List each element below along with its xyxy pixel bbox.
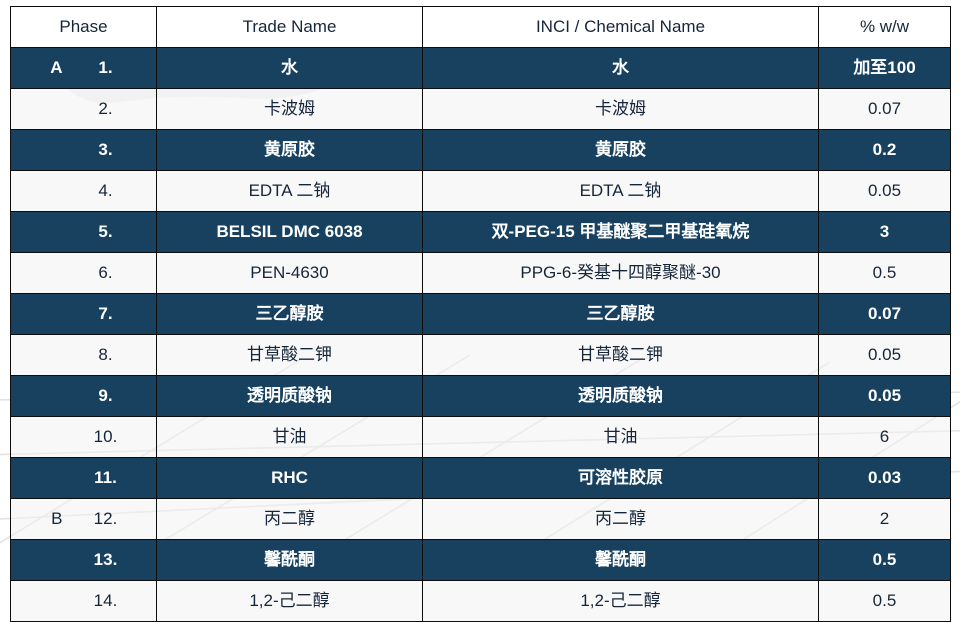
cell-percent[interactable]: 0.5 <box>818 539 951 581</box>
cell-inci-name[interactable]: 水 <box>422 47 819 89</box>
cell-percent[interactable]: 0.05 <box>818 375 951 417</box>
row-number: 14. <box>93 591 118 611</box>
formulation-table: Phase Trade Name INCI / Chemical Name % … <box>10 6 951 622</box>
cell-percent[interactable]: 0.2 <box>818 129 951 171</box>
cell-inci-name[interactable]: PPG-6-癸基十四醇聚醚-30 <box>422 252 819 294</box>
cell-trade-name[interactable]: 丙二醇 <box>156 498 423 540</box>
cell-inci-name[interactable]: EDTA 二钠 <box>422 170 819 212</box>
table-row[interactable]: 2. 卡波姆 卡波姆 0.07 <box>10 88 951 130</box>
cell-percent[interactable]: 0.5 <box>818 252 951 294</box>
row-number: 7. <box>98 304 113 324</box>
row-number: 9. <box>98 386 113 406</box>
cell-percent[interactable]: 0.07 <box>818 88 951 130</box>
cell-phase[interactable]: 3. <box>10 129 157 171</box>
table-row[interactable]: A 1. 水水加至100 <box>10 47 951 89</box>
table-row[interactable]: 11. RHC 可溶性胶原 0.03 <box>10 457 951 499</box>
cell-trade-name[interactable]: 馨酰酮 <box>156 539 423 581</box>
cell-phase[interactable]: A 1. <box>10 47 157 89</box>
cell-trade-name[interactable]: 1,2-己二醇 <box>156 580 423 622</box>
row-number: 8. <box>98 345 113 365</box>
cell-inci-name[interactable]: 黄原胶 <box>422 129 819 171</box>
row-number: 13. <box>93 550 118 570</box>
table-row[interactable]: 8. 甘草酸二钾 甘草酸二钾 0.05 <box>10 334 951 376</box>
cell-phase[interactable]: 7. <box>10 293 157 335</box>
cell-percent[interactable]: 0.03 <box>818 457 951 499</box>
header-row: Phase Trade Name INCI / Chemical Name % … <box>10 6 951 48</box>
cell-inci-name[interactable]: 透明质酸钠 <box>422 375 819 417</box>
cell-percent[interactable]: 3 <box>818 211 951 253</box>
table-row[interactable]: 14. 1,2-己二醇 1,2-己二醇 0.5 <box>10 580 951 622</box>
cell-phase[interactable]: 5. <box>10 211 157 253</box>
cell-percent[interactable]: 0.5 <box>818 580 951 622</box>
cell-percent[interactable]: 加至100 <box>818 47 951 89</box>
cell-phase[interactable]: 14. <box>10 580 157 622</box>
cell-inci-name[interactable]: 甘油 <box>422 416 819 458</box>
table-row[interactable]: 6. PEN-4630 PPG-6-癸基十四醇聚醚-30 0.5 <box>10 252 951 294</box>
column-header-phase: Phase <box>10 6 157 48</box>
cell-inci-name[interactable]: 1,2-己二醇 <box>422 580 819 622</box>
table-body: A 1. 水水加至100 2. 卡波姆 卡波姆 0.07 3. 黄原胶 黄原胶 0.2 4. EDTA … <box>10 47 951 622</box>
cell-inci-name[interactable]: 双-PEG-15 甲基醚聚二甲基硅氧烷 <box>422 211 819 253</box>
cell-trade-name[interactable]: PEN-4630 <box>156 252 423 294</box>
row-number: 11. <box>94 468 117 488</box>
row-number: 12. <box>93 509 118 529</box>
table-row[interactable]: B 12. 丙二醇 丙二醇 2 <box>10 498 951 540</box>
row-number: 6. <box>98 263 113 283</box>
phase-letter: B <box>51 509 63 529</box>
cell-percent[interactable]: 6 <box>818 416 951 458</box>
row-number: 3. <box>98 140 113 160</box>
table-row[interactable]: 3. 黄原胶 黄原胶 0.2 <box>10 129 951 171</box>
cell-phase[interactable]: 11. <box>10 457 157 499</box>
cell-inci-name[interactable]: 甘草酸二钾 <box>422 334 819 376</box>
formulation-sheet: Phase Trade Name INCI / Chemical Name % … <box>10 6 951 622</box>
column-header-inci: INCI / Chemical Name <box>422 6 819 48</box>
cell-trade-name[interactable]: BELSIL DMC 6038 <box>156 211 423 253</box>
column-header-percent: % w/w <box>818 6 951 48</box>
row-number: 1. <box>98 58 113 78</box>
cell-phase[interactable]: 10. <box>10 416 157 458</box>
cell-inci-name[interactable]: 可溶性胶原 <box>422 457 819 499</box>
row-number: 4. <box>98 181 113 201</box>
table-row[interactable]: 9. 透明质酸钠 透明质酸钠 0.05 <box>10 375 951 417</box>
cell-trade-name[interactable]: EDTA 二钠 <box>156 170 423 212</box>
cell-inci-name[interactable]: 丙二醇 <box>422 498 819 540</box>
table-row[interactable]: 5. BELSIL DMC 6038 双-PEG-15 甲基醚聚二甲基硅氧烷 3 <box>10 211 951 253</box>
row-number: 10. <box>93 427 118 447</box>
cell-trade-name[interactable]: 卡波姆 <box>156 88 423 130</box>
cell-phase[interactable]: 4. <box>10 170 157 212</box>
cell-inci-name[interactable]: 三乙醇胺 <box>422 293 819 335</box>
cell-percent[interactable]: 0.05 <box>818 334 951 376</box>
cell-trade-name[interactable]: 甘草酸二钾 <box>156 334 423 376</box>
cell-trade-name[interactable]: 三乙醇胺 <box>156 293 423 335</box>
cell-trade-name[interactable]: 透明质酸钠 <box>156 375 423 417</box>
cell-phase[interactable]: 8. <box>10 334 157 376</box>
row-number: 2. <box>98 99 113 119</box>
cell-percent[interactable]: 0.05 <box>818 170 951 212</box>
cell-trade-name[interactable]: RHC <box>156 457 423 499</box>
cell-inci-name[interactable]: 卡波姆 <box>422 88 819 130</box>
phase-letter: A <box>50 58 63 78</box>
cell-phase[interactable]: 9. <box>10 375 157 417</box>
cell-percent[interactable]: 0.07 <box>818 293 951 335</box>
column-header-trade-name: Trade Name <box>156 6 423 48</box>
cell-percent[interactable]: 2 <box>818 498 951 540</box>
table-header: Phase Trade Name INCI / Chemical Name % … <box>10 6 951 48</box>
cell-phase[interactable]: 13. <box>10 539 157 581</box>
row-number: 5. <box>98 222 113 242</box>
cell-trade-name[interactable]: 黄原胶 <box>156 129 423 171</box>
cell-phase[interactable]: 2. <box>10 88 157 130</box>
cell-inci-name[interactable]: 馨酰酮 <box>422 539 819 581</box>
table-row[interactable]: 13. 馨酰酮 馨酰酮 0.5 <box>10 539 951 581</box>
table-row[interactable]: 4. EDTA 二钠 EDTA 二钠 0.05 <box>10 170 951 212</box>
cell-trade-name[interactable]: 水 <box>156 47 423 89</box>
table-row[interactable]: 7. 三乙醇胺 三乙醇胺 0.07 <box>10 293 951 335</box>
cell-phase[interactable]: 6. <box>10 252 157 294</box>
cell-phase[interactable]: B 12. <box>10 498 157 540</box>
table-row[interactable]: 10. 甘油 甘油 6 <box>10 416 951 458</box>
cell-trade-name[interactable]: 甘油 <box>156 416 423 458</box>
